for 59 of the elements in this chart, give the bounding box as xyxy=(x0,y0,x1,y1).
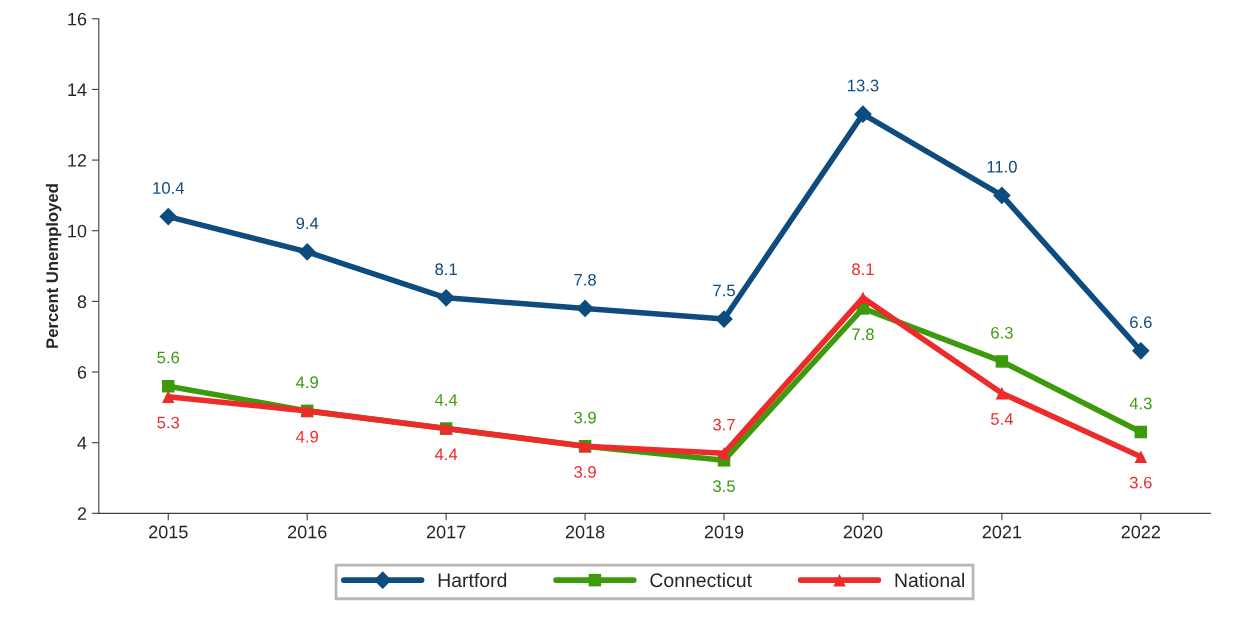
data-label: 7.8 xyxy=(574,273,596,286)
data-label: 8.1 xyxy=(435,263,457,276)
data-label: 4.3 xyxy=(1129,397,1152,410)
x-tick-label: 2022 xyxy=(1121,525,1161,539)
data-label: 3.7 xyxy=(713,418,735,431)
data-label: 5.3 xyxy=(157,416,180,429)
data-label: 4.4 xyxy=(434,394,458,406)
data-label: 3.9 xyxy=(574,466,596,478)
point xyxy=(1134,450,1148,464)
point xyxy=(854,105,872,123)
legend-label: National xyxy=(895,572,964,588)
point xyxy=(995,386,1009,400)
point xyxy=(993,186,1011,205)
x-tick-label: 2021 xyxy=(982,525,1022,539)
point xyxy=(715,310,733,328)
y-tick-label: 4 xyxy=(77,436,87,450)
x-tick-label: 2018 xyxy=(565,525,605,539)
data-label: 4.9 xyxy=(296,376,318,389)
x-tick-label: 2017 xyxy=(426,525,466,539)
data-label: 10.4 xyxy=(153,182,184,194)
point xyxy=(437,289,455,307)
point xyxy=(717,447,731,460)
point xyxy=(1134,425,1148,439)
data-label: 5.6 xyxy=(157,351,180,364)
point xyxy=(576,299,594,318)
y-tick-label: 10 xyxy=(68,224,87,238)
data-label: 4.9 xyxy=(296,430,318,443)
data-label: 7.5 xyxy=(713,284,735,297)
legend-label: Connecticut xyxy=(650,572,752,588)
y-tick-label: 6 xyxy=(77,365,87,379)
x-tick-label: 2019 xyxy=(704,525,744,539)
point xyxy=(298,243,317,261)
data-label: 11.0 xyxy=(987,160,1017,173)
y-axis-title: Percent Unemployed xyxy=(45,184,62,348)
point xyxy=(159,207,178,226)
data-label: 9.4 xyxy=(296,217,319,230)
data-label: 6.3 xyxy=(991,326,1013,339)
x-tick-label: 2020 xyxy=(843,525,883,539)
data-label: 3.5 xyxy=(713,480,735,493)
data-label: 6.6 xyxy=(1130,316,1152,329)
point xyxy=(1131,341,1150,360)
data-label: 4.4 xyxy=(434,448,458,461)
y-tick-label: 16 xyxy=(68,12,87,26)
legend-label: Hartford xyxy=(438,572,507,588)
point xyxy=(162,390,175,403)
point xyxy=(162,379,175,393)
data-label: 3.9 xyxy=(574,411,596,424)
data-label: 5.4 xyxy=(990,413,1013,425)
data-label: 7.8 xyxy=(852,328,874,341)
y-tick-label: 2 xyxy=(77,507,87,520)
data-label: 3.6 xyxy=(1129,476,1152,489)
data-label: 13.3 xyxy=(848,79,879,92)
y-tick-label: 14 xyxy=(68,83,87,96)
data-label: 8.1 xyxy=(852,263,874,276)
point xyxy=(995,355,1009,368)
x-tick-label: 2016 xyxy=(288,525,327,539)
y-tick-label: 8 xyxy=(77,295,87,309)
y-tick-label: 12 xyxy=(68,154,87,167)
x-tick-label: 2015 xyxy=(149,525,188,539)
